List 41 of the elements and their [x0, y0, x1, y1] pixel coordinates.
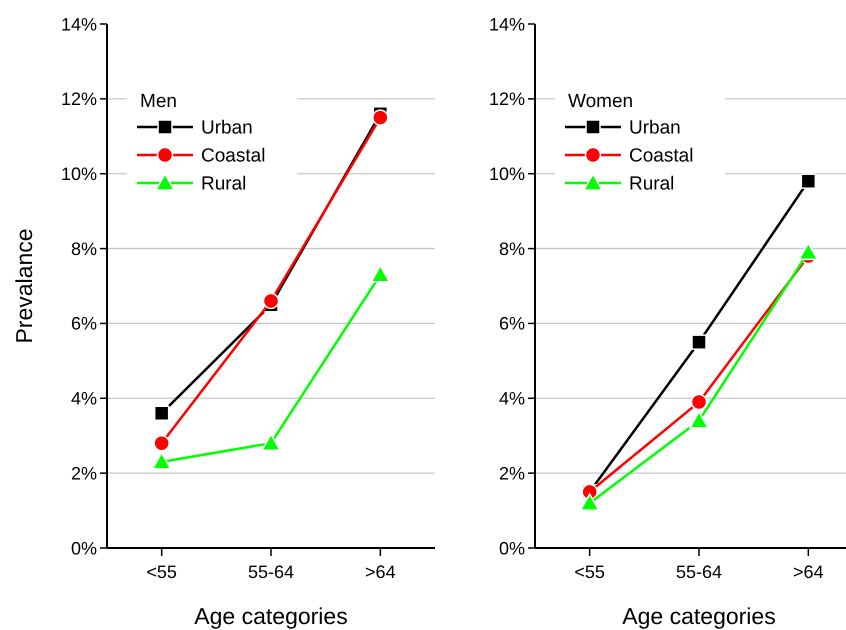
legend-label: Coastal [201, 146, 266, 167]
y-tick-label: 12% [60, 89, 97, 110]
x-tick-label: 55-64 [248, 562, 294, 582]
y-tick-label: 8% [498, 238, 525, 259]
legend-label: Urban [201, 118, 253, 139]
x-axis-title: Age categories [622, 603, 776, 629]
x-tick-label: 55-64 [676, 562, 722, 582]
x-tick-label: >64 [365, 562, 396, 582]
y-tick-label: 4% [70, 388, 97, 409]
point [154, 406, 170, 422]
y-tick-label: 0% [70, 538, 97, 558]
point [800, 173, 816, 189]
point [372, 109, 389, 126]
point [691, 334, 707, 350]
x-tick-label: >64 [793, 562, 824, 582]
x-tick-label: <55 [574, 562, 605, 582]
y-tick-label: 10% [60, 164, 97, 184]
y-tick-label: 4% [498, 388, 525, 409]
y-tick-label: 14% [60, 14, 97, 34]
y-tick-label: 10% [488, 164, 525, 184]
point [690, 394, 708, 410]
y-tick-label: 2% [498, 463, 525, 484]
y-tick-label: 8% [70, 238, 97, 259]
point [798, 242, 818, 260]
y-tick-label: 12% [488, 89, 525, 110]
y-tick-label: 14% [488, 14, 525, 34]
point [153, 434, 170, 452]
legend-title: Women [568, 91, 634, 112]
x-axis-title: Age categories [194, 603, 348, 629]
x-tick-label: <55 [146, 562, 177, 582]
point [262, 292, 280, 310]
legend-label: Urban [629, 118, 681, 139]
legend-label: Rural [629, 174, 674, 195]
y-tick-label: 2% [70, 463, 97, 484]
legend-title: Men [140, 91, 177, 112]
legend-label: Rural [201, 174, 246, 195]
y-tick-label: 6% [70, 314, 97, 334]
legend-label: Coastal [629, 146, 694, 167]
y-tick-label: 6% [498, 314, 525, 334]
y-tick-label: 0% [498, 538, 525, 558]
y-axis-title: Prevalance [11, 228, 37, 344]
